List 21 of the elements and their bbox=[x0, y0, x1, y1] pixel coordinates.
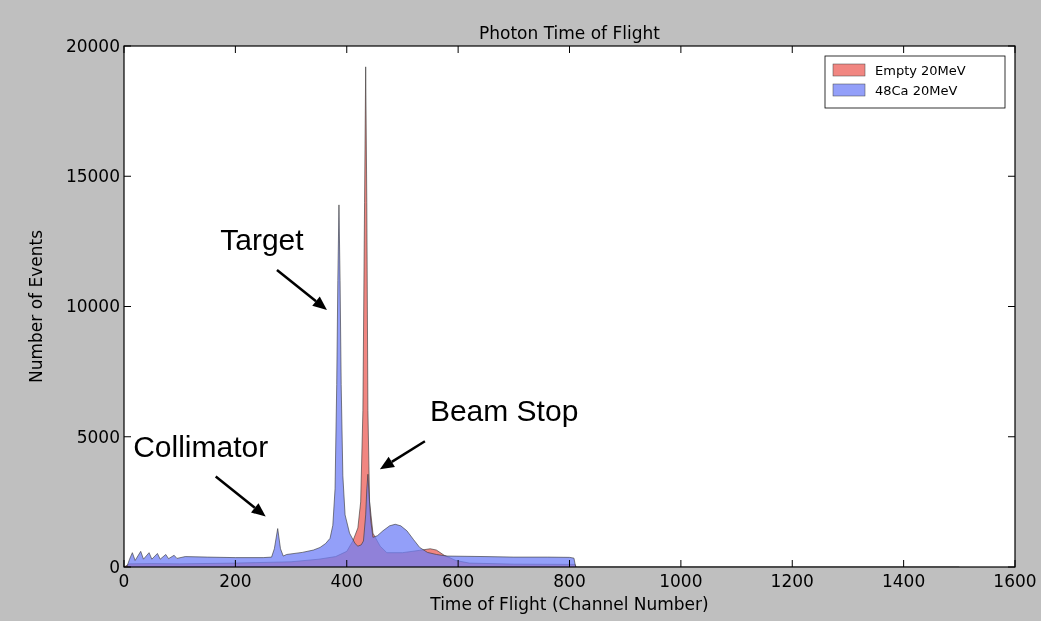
y-tick-label: 20000 bbox=[65, 35, 120, 56]
y-tick-label: 10000 bbox=[65, 296, 120, 317]
x-tick-label: 400 bbox=[330, 571, 363, 591]
annotation: Target bbox=[220, 222, 305, 256]
y-tick-label: 0 bbox=[109, 556, 120, 577]
legend-label: Empty 20MeV bbox=[875, 62, 966, 78]
annotation: Beam Stop bbox=[429, 394, 579, 428]
annotation: Collimator bbox=[133, 429, 269, 463]
chart-title: Photon Time of Flight bbox=[479, 23, 661, 43]
x-tick-label: 1400 bbox=[881, 571, 926, 591]
x-tick-label: 600 bbox=[441, 571, 475, 591]
y-tick-label: 15000 bbox=[65, 166, 120, 187]
x-tick-label: 1000 bbox=[659, 571, 703, 591]
x-axis-title: Time of Flight (Channel Number) bbox=[429, 594, 709, 614]
x-tick-label: 1200 bbox=[770, 571, 814, 591]
x-tick-label: 800 bbox=[553, 571, 586, 591]
x-tick-label: 200 bbox=[219, 571, 252, 591]
x-tick-label: 1600 bbox=[993, 571, 1037, 591]
y-axis-title: Number of Events bbox=[26, 229, 46, 384]
legend-label: 48Ca 20MeV bbox=[875, 82, 958, 98]
y-tick-label: 5000 bbox=[76, 426, 120, 447]
